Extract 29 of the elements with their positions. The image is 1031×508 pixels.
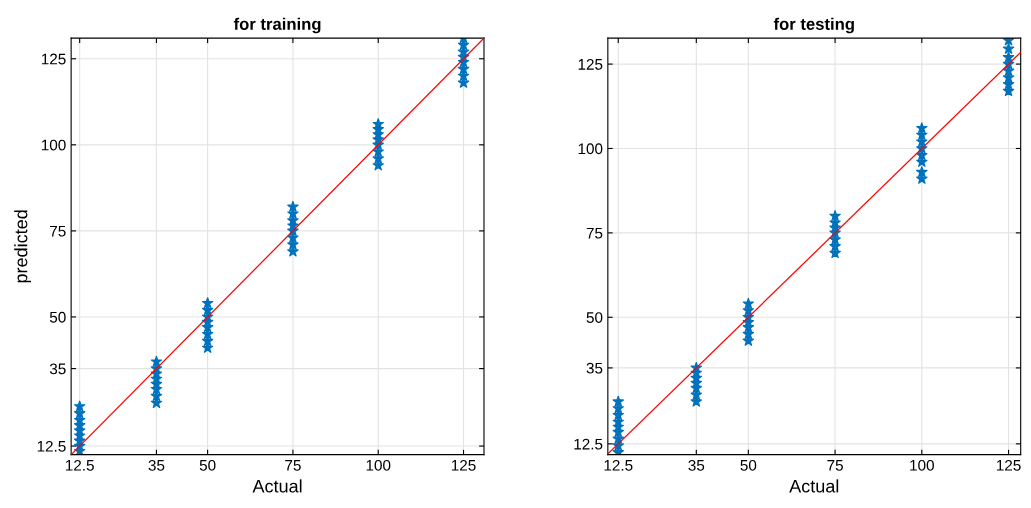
y-tick-label: 50	[49, 311, 66, 323]
y-tick-label: 75	[50, 225, 66, 237]
x-tick-label: 75	[827, 460, 843, 471]
y-tick-label: 12.5	[574, 438, 603, 450]
y-tick-label: 100	[41, 139, 66, 151]
y-tick-label: 125	[41, 53, 66, 65]
y-tick-label: 35	[586, 362, 603, 374]
x-tick-label: 50	[199, 459, 216, 471]
x-tick-label: 100	[910, 459, 934, 471]
x-tick-label: 12.5	[604, 459, 633, 471]
chart-title: for training	[233, 17, 321, 34]
y-axis-title: predicted	[14, 210, 31, 283]
y-tick-label: 12.5	[37, 440, 66, 452]
y-tick-label: 100	[578, 143, 603, 155]
y-tick-label: 35	[49, 363, 66, 375]
x-axis-title: Actual	[789, 479, 839, 493]
y-tick-label: 75	[586, 227, 603, 239]
x-axis-title: Actual	[252, 479, 302, 493]
x-tick-label: 100	[366, 459, 391, 471]
x-tick-label: 35	[148, 459, 165, 471]
x-tick-label: 125	[996, 459, 1021, 471]
x-tick-label: 50	[740, 459, 757, 471]
x-tick-label: 12.5	[65, 459, 94, 471]
chart-title: for testing	[773, 17, 854, 34]
y-tick-label: 125	[578, 58, 603, 70]
x-tick-label: 125	[451, 459, 476, 471]
x-tick-label: 75	[285, 460, 301, 471]
y-tick-label: 50	[586, 312, 603, 323]
x-tick-label: 35	[688, 459, 705, 471]
